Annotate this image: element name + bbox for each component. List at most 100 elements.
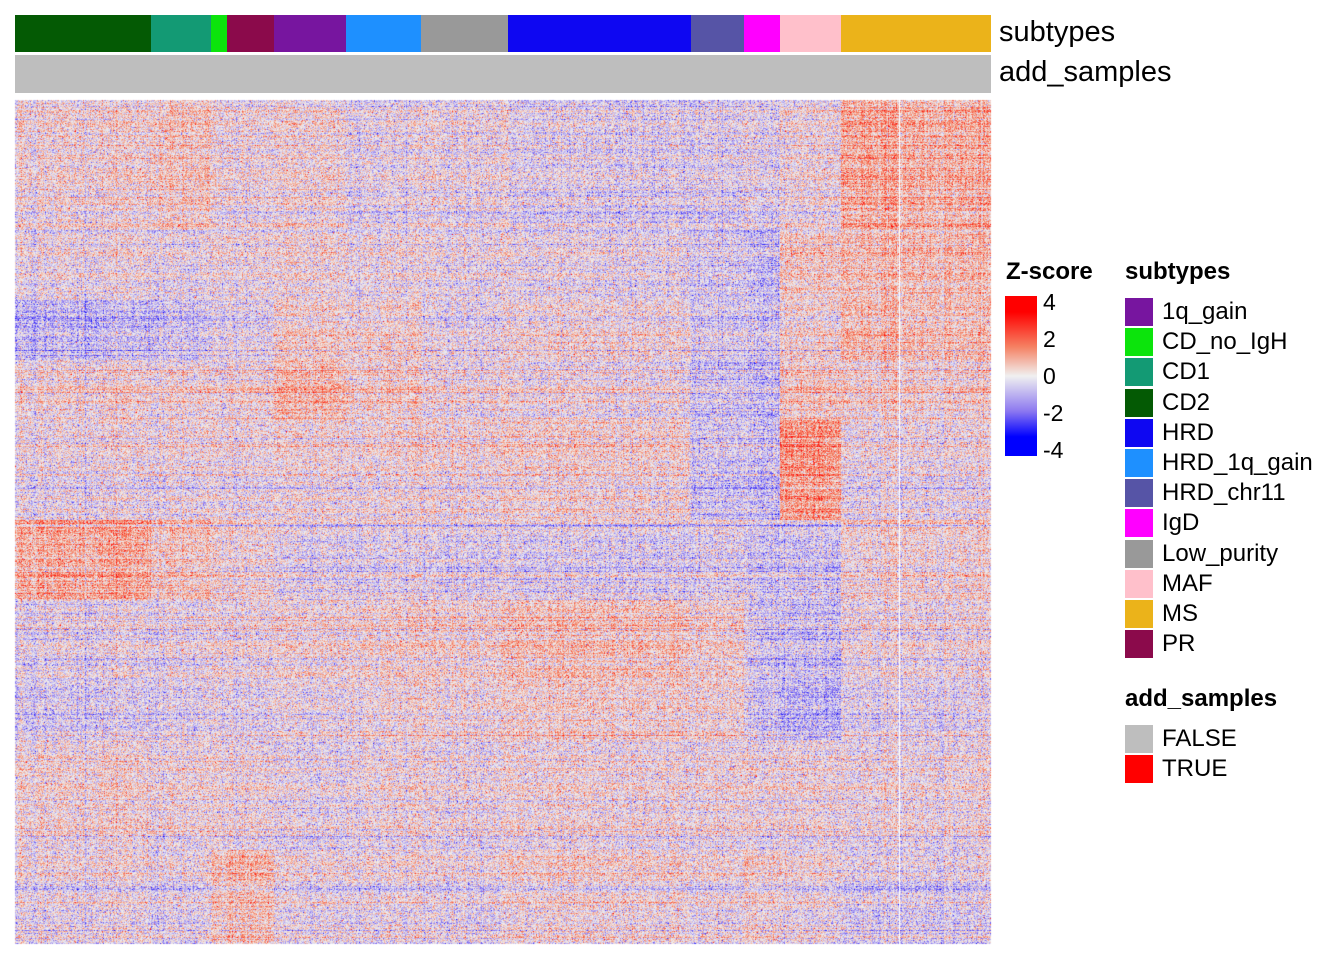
heatmap-block	[15, 230, 151, 300]
heatmap-block	[899, 680, 991, 740]
heatmap-block	[841, 600, 899, 680]
heatmap-block	[211, 740, 227, 850]
heatmap-block	[421, 520, 508, 600]
heatmap-block	[274, 680, 346, 740]
heatmap-block	[780, 600, 841, 680]
heatmap-block	[780, 100, 841, 230]
heatmap-block	[346, 520, 421, 600]
legend-label: CD_no_IgH	[1162, 328, 1288, 356]
heatmap-block	[841, 300, 899, 360]
heatmap-block	[15, 850, 151, 944]
add-samples-annotation-cell	[15, 55, 151, 93]
heatmap-block	[211, 520, 227, 600]
legend-swatch	[1125, 539, 1153, 568]
heatmap-block	[151, 100, 211, 230]
heatmap-block	[346, 360, 421, 420]
legend-swatch	[1125, 569, 1153, 598]
heatmap-block	[744, 230, 780, 300]
heatmap-block	[274, 850, 346, 944]
heatmap-block	[691, 230, 744, 300]
heatmap-block	[508, 600, 691, 680]
heatmap-block	[744, 360, 780, 420]
legend-swatch	[1125, 418, 1153, 447]
heatmap-block	[346, 850, 421, 944]
heatmap-block	[691, 740, 744, 850]
heatmap-block	[744, 520, 780, 600]
add-samples-annotation-cell	[508, 55, 691, 93]
heatmap-block	[421, 360, 508, 420]
add-samples-annotation-cell	[899, 55, 991, 93]
heatmap-block	[15, 600, 151, 680]
heatmap-block	[780, 680, 841, 740]
heatmap-block	[274, 100, 346, 230]
heatmap-block	[211, 420, 227, 520]
heatmap-block	[691, 850, 744, 944]
subtype-annotation-cell	[841, 15, 899, 52]
subtype-annotation-cell	[211, 15, 227, 52]
heatmap-block	[508, 850, 691, 944]
add-samples-annotation-cell	[744, 55, 780, 93]
heatmap-block	[691, 360, 744, 420]
heatmap-block	[211, 600, 227, 680]
heatmap-block	[211, 230, 227, 300]
heatmap-block	[899, 850, 991, 944]
subtype-annotation-cell	[780, 15, 841, 52]
heatmap-block	[691, 420, 744, 520]
zscore-tick-label: -2	[1043, 400, 1064, 426]
heatmap-block	[691, 680, 744, 740]
heatmap-block	[227, 230, 274, 300]
heatmap-block	[211, 680, 227, 740]
zscore-legend-title: Z-score	[1006, 258, 1093, 285]
heatmap-block	[899, 230, 991, 300]
subtype-annotation-cell	[151, 15, 211, 52]
heatmap-block	[508, 520, 691, 600]
heatmap-block	[15, 300, 151, 360]
add-samples-legend-title: add_samples	[1125, 685, 1278, 712]
heatmap-block	[151, 230, 211, 300]
heatmap-block	[744, 100, 780, 230]
heatmap-block	[227, 100, 274, 230]
legend-label: 1q_gain	[1162, 298, 1248, 325]
subtypes-legend-item: MAF	[1125, 569, 1213, 599]
heatmap-block	[211, 360, 227, 420]
heatmap-block	[227, 360, 274, 420]
heatmap-block	[227, 520, 274, 600]
subtypes-legend-item: CD_no_IgH	[1125, 327, 1287, 357]
heatmap-block	[346, 680, 421, 740]
heatmap-block	[744, 680, 780, 740]
legend-label: CD2	[1162, 388, 1211, 416]
zscore-tick-label: 2	[1043, 326, 1056, 352]
add-samples-annotation-cell	[227, 55, 274, 93]
heatmap-block	[274, 300, 346, 360]
heatmap-block	[151, 850, 211, 944]
heatmap-block	[151, 740, 211, 850]
heatmap-block	[691, 520, 744, 600]
heatmap-block	[15, 740, 151, 850]
heatmap-block	[151, 520, 211, 600]
heatmap-block	[841, 850, 899, 944]
heatmap-block	[780, 230, 841, 300]
heatmap-block	[227, 300, 274, 360]
subtypes-annotation-label: subtypes	[999, 16, 1116, 48]
heatmap-block	[780, 360, 841, 420]
subtype-annotation-cell	[15, 15, 151, 52]
subtype-annotation-cell	[346, 15, 421, 52]
heatmap-block	[841, 680, 899, 740]
heatmap-block	[227, 680, 274, 740]
heatmap-block	[899, 520, 991, 600]
legend-label: IgD	[1162, 509, 1200, 537]
heatmap-block	[421, 600, 508, 680]
heatmap-block	[346, 300, 421, 360]
heatmap-block	[227, 600, 274, 680]
heatmap-block	[899, 360, 991, 420]
subtypes-legend-title: subtypes	[1125, 258, 1231, 285]
legend-label: HRD_1q_gain	[1162, 449, 1313, 476]
heatmap-block	[274, 360, 346, 420]
subtype-annotation-cell	[691, 15, 744, 52]
subtypes-legend-item: CD1	[1125, 357, 1210, 387]
heatmap-block	[508, 100, 691, 230]
zscore-tick-label: 0	[1043, 363, 1056, 389]
heatmap-block	[274, 520, 346, 600]
